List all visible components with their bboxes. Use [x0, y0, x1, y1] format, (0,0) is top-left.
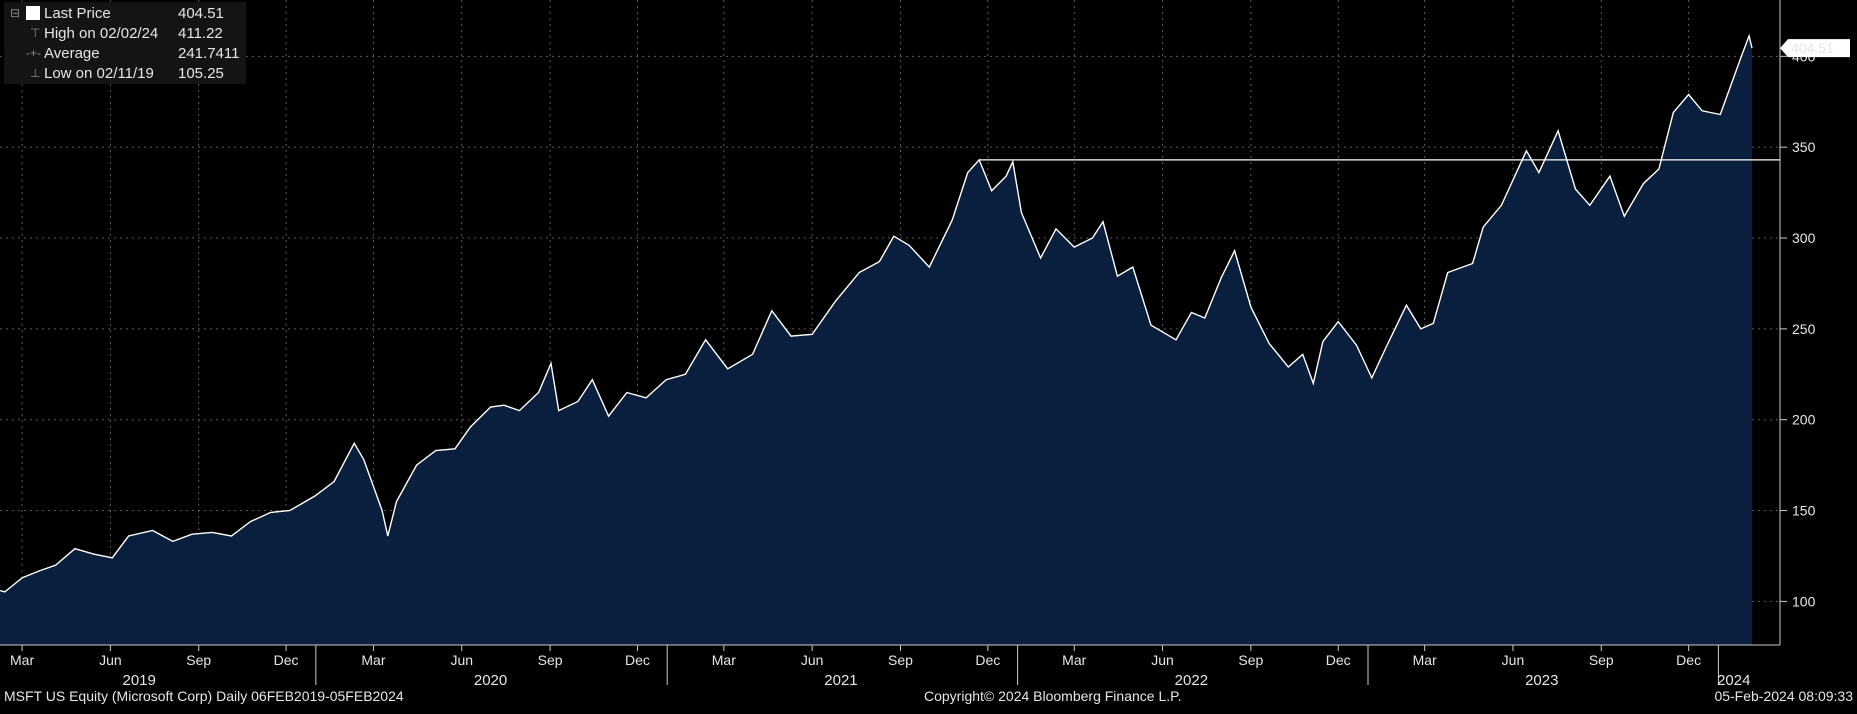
x-year-label: 2021	[824, 672, 857, 689]
x-month-label: Sep	[1589, 652, 1614, 668]
last-price-label: Last Price	[44, 5, 111, 22]
legend-panel: ⊟ Last Price 404.51 ⊤ High on 02/02/24 4…	[4, 2, 246, 84]
last-price-tag-value: 404.51	[1791, 40, 1834, 56]
x-month-label: Jun	[450, 652, 473, 668]
x-month-label: Mar	[1062, 652, 1086, 668]
y-tick-label: 300	[1792, 230, 1816, 246]
collapse-icon[interactable]: ⊟	[10, 6, 21, 20]
x-month-label: Sep	[538, 652, 563, 668]
low-label: Low on 02/11/19	[44, 65, 154, 82]
x-month-label: Sep	[1238, 652, 1263, 668]
x-month-label: Sep	[186, 652, 211, 668]
y-axis: 100150200250300350400	[1779, 0, 1816, 645]
x-month-label: Dec	[975, 652, 1000, 668]
copyright-text: Copyright© 2024 Bloomberg Finance L.P.	[924, 688, 1182, 704]
average-value: 241.7411	[178, 45, 240, 62]
x-month-label: Mar	[1413, 652, 1437, 668]
last-price-marker: 404.51	[1780, 39, 1850, 58]
x-year-label: 2020	[474, 672, 507, 689]
high-label: High on 02/02/24	[44, 25, 159, 42]
x-month-label: Mar	[10, 652, 34, 668]
last-price-value: 404.51	[178, 5, 224, 22]
x-month-label: Jun	[99, 652, 122, 668]
x-year-label: 2019	[123, 672, 156, 689]
x-year-label: 2024	[1717, 672, 1750, 689]
price-area-fill	[0, 35, 1752, 645]
low-marker-icon: ⊥	[30, 66, 41, 80]
security-description: MSFT US Equity (Microsoft Corp) Daily 06…	[4, 688, 404, 704]
x-month-label: Jun	[1151, 652, 1174, 668]
x-month-label: Mar	[712, 652, 736, 668]
average-label: Average	[44, 45, 100, 62]
x-month-label: Dec	[274, 652, 299, 668]
y-tick-label: 100	[1792, 593, 1816, 609]
timestamp: 05-Feb-2024 08:09:33	[1714, 688, 1853, 704]
last-price-tag	[1780, 39, 1850, 58]
x-month-label: Sep	[888, 652, 913, 668]
x-month-label: Dec	[1676, 652, 1701, 668]
low-value: 105.25	[178, 65, 224, 82]
average-marker-icon: -+-	[26, 46, 41, 60]
x-year-label: 2022	[1175, 672, 1208, 689]
x-month-label: Dec	[1326, 652, 1351, 668]
x-month-label: Dec	[625, 652, 650, 668]
y-tick-label: 250	[1792, 321, 1816, 337]
y-tick-label: 350	[1792, 139, 1816, 155]
y-tick-label: 200	[1792, 412, 1816, 428]
price-line	[0, 33, 1753, 593]
high-marker-icon: ⊤	[30, 26, 41, 40]
x-month-label: Jun	[801, 652, 824, 668]
x-year-label: 2023	[1525, 672, 1558, 689]
y-tick-label: 150	[1792, 503, 1816, 519]
high-value: 411.22	[178, 25, 223, 42]
x-axis: Mar Jun Sep Dec Mar Jun Sep Dec Mar Jun Sep Dec Mar J…	[0, 644, 1780, 689]
x-month-label: Mar	[361, 652, 385, 668]
last-price-swatch-icon	[26, 6, 40, 20]
x-month-label: Jun	[1502, 652, 1525, 668]
